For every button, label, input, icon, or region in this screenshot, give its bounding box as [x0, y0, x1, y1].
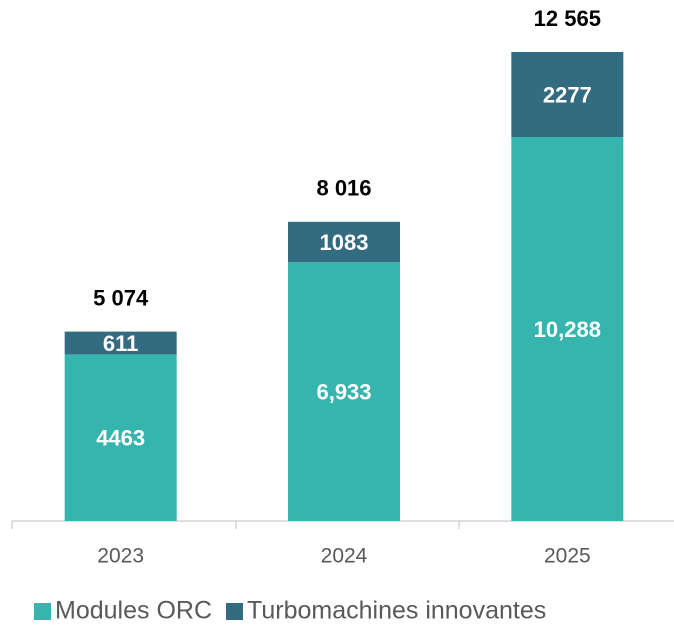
legend-label: Modules ORC [55, 597, 212, 625]
bar-segment [288, 221, 400, 263]
legend-swatch [34, 603, 51, 620]
x-tick-label: 2025 [544, 545, 591, 568]
value-label: 10,288 [534, 317, 601, 342]
value-label: 1083 [320, 230, 369, 255]
total-label: 5 074 [93, 285, 149, 310]
value-label: 611 [103, 331, 139, 356]
total-label: 12 565 [534, 6, 601, 31]
x-tick-label: 2024 [321, 545, 368, 568]
value-label: 2277 [543, 82, 592, 107]
bar-segment [64, 354, 177, 521]
legend-swatch [226, 603, 243, 620]
legend-label: Turbomachines innovantes [247, 597, 546, 625]
bar-segment [511, 136, 624, 521]
x-tick-label: 2023 [97, 545, 144, 568]
value-label: 4463 [96, 426, 145, 451]
bar-segment [64, 331, 177, 355]
bar-segment [288, 262, 400, 521]
value-label: 6,933 [316, 379, 371, 404]
bar-segment [511, 52, 624, 137]
total-label: 8 016 [316, 176, 371, 201]
